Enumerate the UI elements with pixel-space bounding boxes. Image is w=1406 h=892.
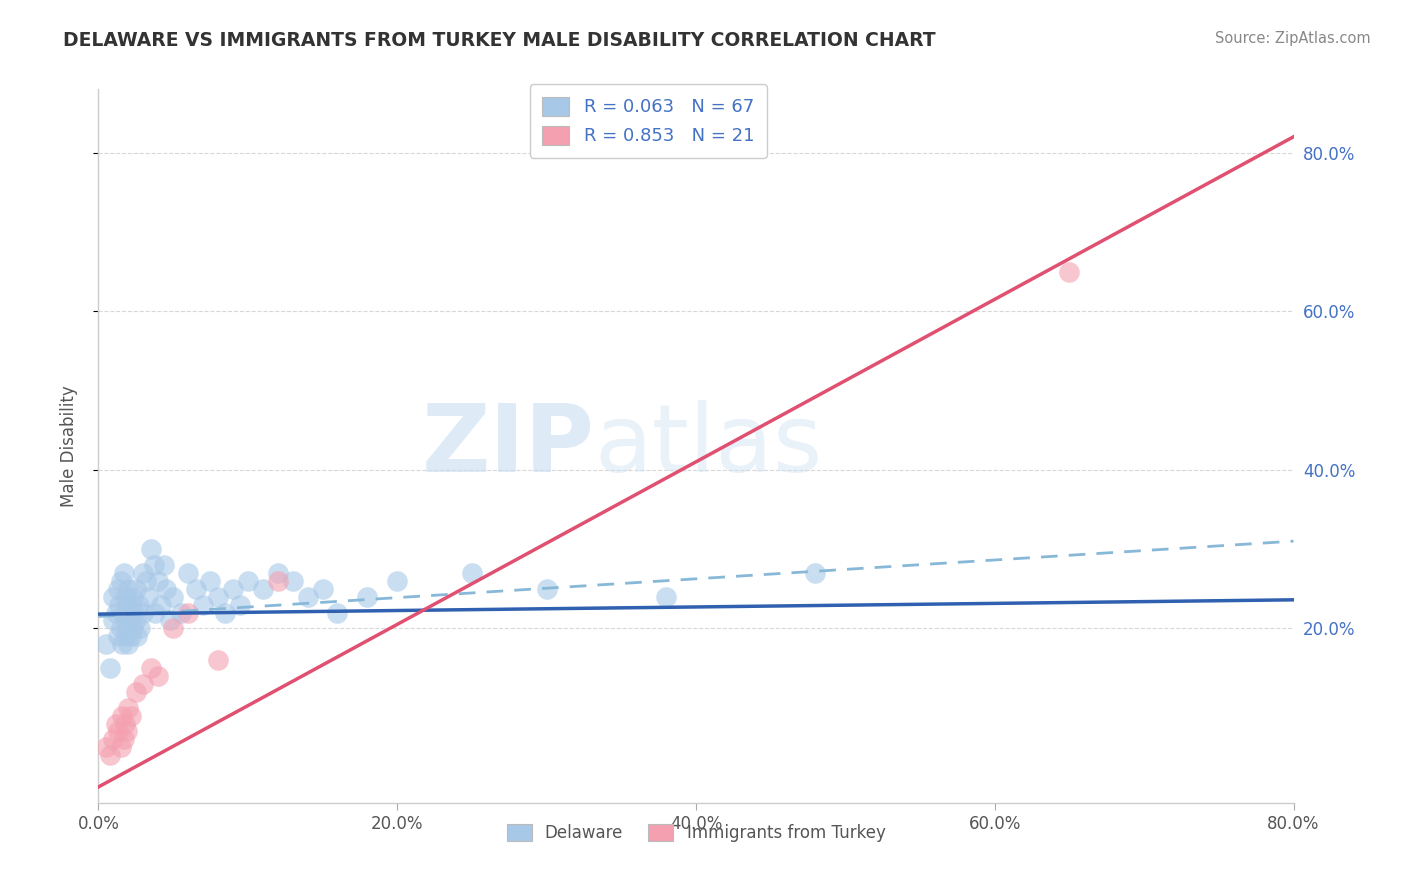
Point: [114, 716, 136, 731]
Y-axis label: Male Disability: Male Disability: [59, 385, 77, 507]
Point: [117, 637, 139, 651]
Point: [132, 606, 155, 620]
Point: [103, 590, 125, 604]
Point: [114, 590, 136, 604]
Legend: Delaware, Immigrants from Turkey: Delaware, Immigrants from Turkey: [494, 810, 898, 855]
Point: [150, 598, 173, 612]
Point: [112, 732, 135, 747]
Point: [222, 582, 245, 596]
Point: [236, 574, 259, 588]
Point: [142, 558, 165, 572]
Point: [114, 614, 136, 628]
Point: [139, 542, 162, 557]
Point: [117, 582, 139, 596]
Point: [1059, 264, 1081, 278]
Point: [110, 740, 132, 755]
Point: [129, 621, 152, 635]
Point: [98, 661, 122, 675]
Point: [655, 590, 678, 604]
Point: [94, 740, 117, 755]
Text: DELAWARE VS IMMIGRANTS FROM TURKEY MALE DISABILITY CORRELATION CHART: DELAWARE VS IMMIGRANTS FROM TURKEY MALE …: [63, 31, 936, 50]
Point: [125, 582, 148, 596]
Point: [153, 558, 176, 572]
Point: [120, 629, 142, 643]
Point: [155, 582, 177, 596]
Point: [136, 590, 159, 604]
Point: [297, 590, 319, 604]
Point: [207, 590, 229, 604]
Point: [124, 606, 146, 620]
Point: [169, 606, 191, 620]
Point: [111, 637, 134, 651]
Point: [267, 566, 290, 580]
Point: [252, 582, 274, 596]
Point: [536, 582, 558, 596]
Point: [105, 716, 128, 731]
Point: [125, 685, 148, 699]
Point: [112, 566, 135, 580]
Point: [94, 637, 117, 651]
Point: [281, 574, 304, 588]
Point: [162, 621, 184, 635]
Point: [120, 708, 142, 723]
Point: [132, 566, 155, 580]
Point: [207, 653, 229, 667]
Point: [125, 614, 148, 628]
Point: [132, 677, 155, 691]
Point: [461, 566, 484, 580]
Point: [120, 598, 142, 612]
Point: [110, 621, 132, 635]
Point: [128, 598, 150, 612]
Point: [107, 629, 129, 643]
Point: [105, 606, 128, 620]
Point: [139, 661, 162, 675]
Point: [311, 582, 333, 596]
Point: [191, 598, 214, 612]
Point: [148, 574, 170, 588]
Point: [117, 700, 139, 714]
Point: [159, 614, 181, 628]
Point: [804, 566, 827, 580]
Point: [112, 606, 135, 620]
Point: [115, 598, 138, 612]
Point: [214, 606, 236, 620]
Point: [162, 590, 184, 604]
Point: [229, 598, 252, 612]
Point: [356, 590, 378, 604]
Point: [107, 724, 129, 739]
Point: [115, 621, 138, 635]
Point: [98, 748, 122, 763]
Point: [115, 724, 138, 739]
Text: Source: ZipAtlas.com: Source: ZipAtlas.com: [1215, 31, 1371, 46]
Point: [114, 629, 136, 643]
Text: atlas: atlas: [595, 400, 823, 492]
Point: [177, 566, 200, 580]
Point: [326, 606, 349, 620]
Point: [118, 614, 141, 628]
Point: [111, 708, 134, 723]
Point: [110, 574, 132, 588]
Point: [148, 669, 170, 683]
Point: [135, 574, 157, 588]
Point: [127, 629, 149, 643]
Point: [121, 621, 143, 635]
Point: [108, 598, 131, 612]
Point: [177, 606, 200, 620]
Point: [107, 582, 129, 596]
Text: ZIP: ZIP: [422, 400, 595, 492]
Point: [200, 574, 222, 588]
Point: [103, 614, 125, 628]
Point: [184, 582, 207, 596]
Point: [385, 574, 409, 588]
Point: [103, 732, 125, 747]
Point: [267, 574, 290, 588]
Point: [143, 606, 166, 620]
Point: [121, 590, 143, 604]
Point: [117, 606, 139, 620]
